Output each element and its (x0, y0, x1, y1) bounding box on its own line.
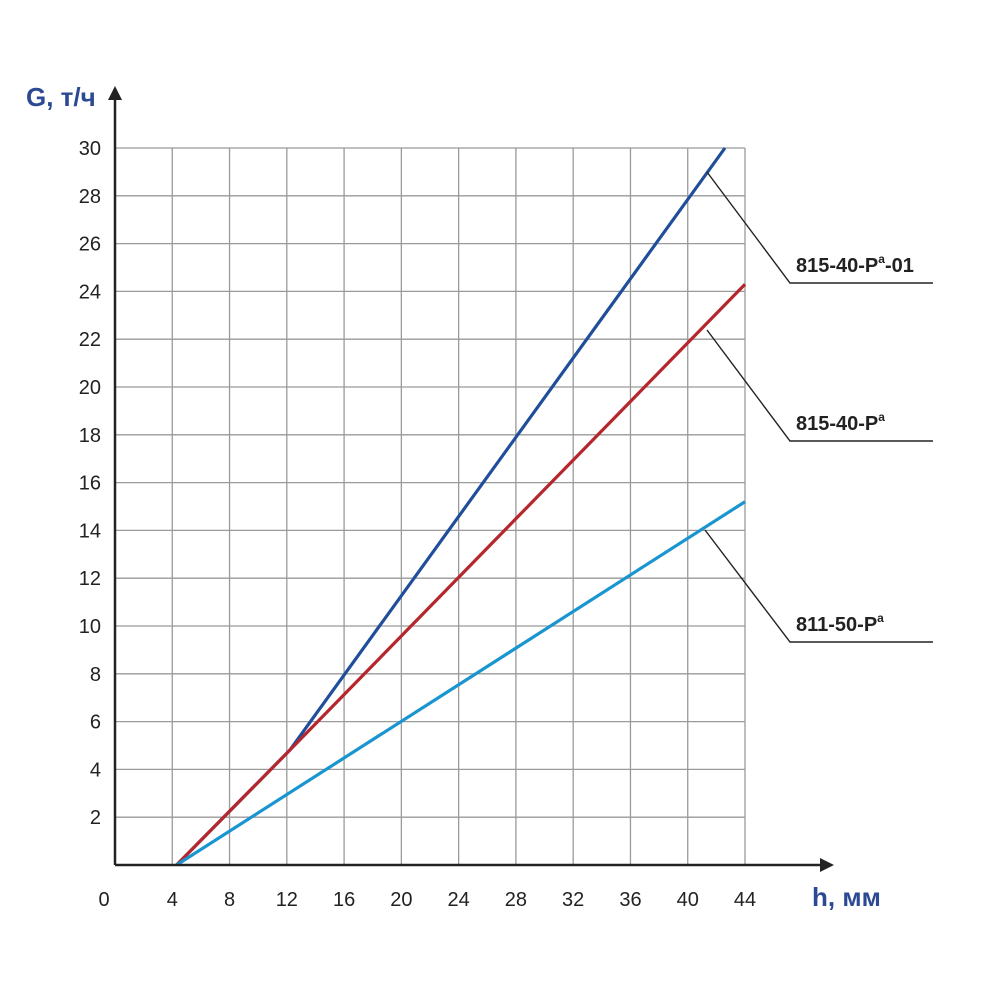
series-label-superscript: a (878, 252, 885, 266)
y-tick-label: 8 (90, 664, 101, 686)
y-tick-label: 22 (79, 329, 101, 351)
series-label-superscript: a (877, 611, 884, 625)
series-label: 811-50-Pa (796, 611, 884, 636)
y-axis-title: G, т/ч (26, 82, 96, 112)
x-tick-label: 12 (276, 889, 298, 911)
series-leader-line (706, 171, 933, 284)
x-tick-label: 40 (677, 889, 699, 911)
y-tick-label: 16 (79, 473, 101, 495)
x-tick-label: 24 (448, 889, 470, 911)
x-tick-label: 0 (98, 889, 109, 911)
x-axis-arrow-icon (820, 858, 834, 872)
x-tick-label: 16 (333, 889, 355, 911)
series-leader-line (704, 529, 933, 643)
series-label: 815-40-Pa-01 (796, 252, 914, 277)
x-tick-label: 44 (734, 889, 756, 911)
y-tick-label: 26 (79, 234, 101, 256)
x-axis-title: h, мм (812, 882, 881, 912)
series-label-superscript: a (878, 410, 885, 424)
y-tick-label: 20 (79, 377, 101, 399)
y-tick-label: 12 (79, 568, 101, 590)
y-tick-label: 10 (79, 616, 101, 638)
x-tick-labels: 0 4 8 12 16 20 24 28 32 36 40 44 (98, 889, 756, 911)
y-axis-arrow-icon (108, 86, 122, 100)
x-tick-label: 4 (167, 889, 178, 911)
y-tick-label: 14 (79, 520, 101, 542)
grid (115, 147, 746, 865)
x-tick-label: 36 (619, 889, 641, 911)
y-tick-label: 2 (90, 807, 101, 829)
series-label-suffix: -01 (885, 255, 914, 277)
series-label-main: 815-40-P (796, 255, 878, 277)
series-leader-line (706, 329, 933, 442)
series-line-3 (175, 500, 746, 867)
y-tick-label: 4 (90, 759, 101, 781)
y-tick-label: 24 (79, 281, 101, 303)
series-line-2 (175, 283, 747, 867)
series-lines (175, 147, 747, 867)
series-label: 815-40-Pa (796, 410, 885, 435)
x-tick-label: 8 (224, 889, 235, 911)
series-line-1 (175, 147, 727, 867)
y-tick-label: 18 (79, 425, 101, 447)
y-tick-label: 28 (79, 186, 101, 208)
axes (108, 86, 834, 872)
y-tick-label: 6 (90, 712, 101, 734)
x-tick-label: 20 (390, 889, 412, 911)
x-tick-label: 32 (562, 889, 584, 911)
y-tick-label: 30 (79, 138, 101, 160)
series-label-main: 815-40-P (796, 413, 878, 435)
series-label-main: 811-50-P (796, 614, 877, 636)
x-tick-label: 28 (505, 889, 527, 911)
